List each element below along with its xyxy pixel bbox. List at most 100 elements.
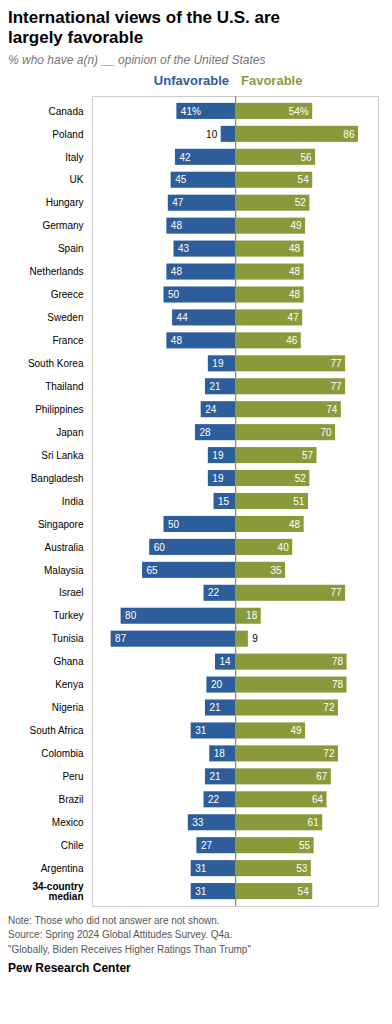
- svg-text:48: 48: [171, 335, 183, 346]
- svg-text:70: 70: [320, 427, 332, 438]
- svg-text:31: 31: [195, 863, 207, 874]
- svg-text:31: 31: [195, 725, 207, 736]
- svg-text:21: 21: [209, 702, 221, 713]
- svg-text:77: 77: [330, 587, 342, 598]
- svg-text:Brazil: Brazil: [58, 794, 83, 805]
- svg-text:46: 46: [286, 335, 298, 346]
- svg-text:55: 55: [299, 840, 311, 851]
- svg-text:21: 21: [209, 771, 221, 782]
- svg-text:Japan: Japan: [56, 427, 83, 438]
- svg-text:54%: 54%: [289, 105, 309, 116]
- svg-text:53: 53: [296, 863, 308, 874]
- svg-text:Thailand: Thailand: [45, 381, 83, 392]
- svg-text:Kenya: Kenya: [55, 679, 84, 690]
- svg-text:27: 27: [201, 840, 213, 851]
- svg-text:77: 77: [330, 381, 342, 392]
- svg-text:28: 28: [199, 427, 211, 438]
- svg-text:Poland: Poland: [52, 128, 83, 139]
- svg-text:50: 50: [168, 289, 180, 300]
- svg-text:Netherlands: Netherlands: [30, 266, 84, 277]
- svg-text:Ghana: Ghana: [53, 656, 83, 667]
- svg-text:48: 48: [289, 243, 301, 254]
- svg-text:Nigeria: Nigeria: [52, 702, 84, 713]
- svg-text:Canada: Canada: [48, 105, 83, 116]
- svg-text:Chile: Chile: [61, 840, 84, 851]
- svg-text:15: 15: [218, 495, 230, 506]
- svg-text:India: India: [62, 495, 84, 506]
- svg-text:Peru: Peru: [62, 771, 83, 782]
- svg-text:33: 33: [192, 817, 204, 828]
- svg-text:France: France: [52, 335, 84, 346]
- svg-text:78: 78: [332, 656, 344, 667]
- svg-text:49: 49: [290, 725, 302, 736]
- svg-text:Singapore: Singapore: [38, 518, 84, 529]
- svg-text:54: 54: [298, 886, 310, 897]
- svg-text:48: 48: [171, 266, 183, 277]
- svg-text:24: 24: [205, 404, 217, 415]
- svg-text:Germany: Germany: [42, 220, 83, 231]
- svg-text:Greece: Greece: [51, 289, 84, 300]
- svg-text:67: 67: [316, 771, 328, 782]
- svg-text:21: 21: [209, 381, 221, 392]
- svg-text:48: 48: [289, 289, 301, 300]
- svg-text:86: 86: [343, 128, 355, 139]
- svg-text:48: 48: [289, 266, 301, 277]
- svg-text:UK: UK: [70, 174, 84, 185]
- svg-text:Tunisia: Tunisia: [52, 633, 84, 644]
- svg-text:48: 48: [289, 518, 301, 529]
- svg-text:54: 54: [298, 174, 310, 185]
- svg-text:22: 22: [208, 587, 220, 598]
- svg-text:44: 44: [177, 312, 189, 323]
- svg-text:48: 48: [171, 220, 183, 231]
- svg-text:Philippines: Philippines: [35, 404, 83, 415]
- svg-text:77: 77: [330, 358, 342, 369]
- svg-text:49: 49: [290, 220, 302, 231]
- svg-text:Malaysia: Malaysia: [44, 564, 84, 575]
- svg-text:18: 18: [246, 610, 258, 621]
- svg-text:60: 60: [154, 541, 166, 552]
- svg-text:72: 72: [323, 748, 335, 759]
- svg-text:Hungary: Hungary: [46, 197, 84, 208]
- svg-text:51: 51: [293, 495, 305, 506]
- svg-text:South Africa: South Africa: [30, 725, 84, 736]
- svg-text:50: 50: [168, 518, 180, 529]
- svg-text:20: 20: [211, 679, 223, 690]
- svg-text:19: 19: [212, 473, 224, 484]
- svg-text:10: 10: [206, 128, 218, 139]
- svg-text:9: 9: [252, 633, 258, 644]
- svg-text:Bangladesh: Bangladesh: [31, 473, 84, 484]
- svg-text:72: 72: [323, 702, 335, 713]
- svg-text:57: 57: [302, 450, 314, 461]
- svg-text:47: 47: [288, 312, 300, 323]
- svg-text:Turkey: Turkey: [53, 610, 83, 621]
- svg-text:43: 43: [178, 243, 190, 254]
- svg-text:31: 31: [195, 886, 207, 897]
- svg-text:22: 22: [208, 794, 220, 805]
- svg-text:45: 45: [175, 174, 187, 185]
- svg-text:Colombia: Colombia: [41, 748, 84, 759]
- svg-text:Italy: Italy: [65, 151, 83, 162]
- svg-text:41%: 41%: [181, 105, 201, 116]
- svg-text:Spain: Spain: [58, 243, 84, 254]
- svg-text:Sri Lanka: Sri Lanka: [41, 450, 84, 461]
- svg-text:Sweden: Sweden: [47, 312, 83, 323]
- svg-text:South Korea: South Korea: [28, 358, 84, 369]
- svg-text:65: 65: [147, 564, 159, 575]
- svg-text:87: 87: [115, 633, 127, 644]
- svg-text:18: 18: [214, 748, 226, 759]
- svg-text:52: 52: [295, 473, 307, 484]
- svg-text:56: 56: [300, 151, 312, 162]
- svg-text:34-countrymedian: 34-countrymedian: [32, 881, 84, 902]
- svg-text:19: 19: [212, 358, 224, 369]
- svg-text:80: 80: [125, 610, 137, 621]
- svg-text:64: 64: [312, 794, 324, 805]
- svg-text:19: 19: [212, 450, 224, 461]
- svg-text:42: 42: [179, 151, 191, 162]
- svg-text:40: 40: [278, 541, 290, 552]
- svg-text:35: 35: [270, 564, 282, 575]
- svg-text:74: 74: [326, 404, 338, 415]
- svg-text:78: 78: [332, 679, 344, 690]
- svg-text:52: 52: [295, 197, 307, 208]
- svg-text:Israel: Israel: [59, 587, 83, 598]
- svg-text:47: 47: [172, 197, 184, 208]
